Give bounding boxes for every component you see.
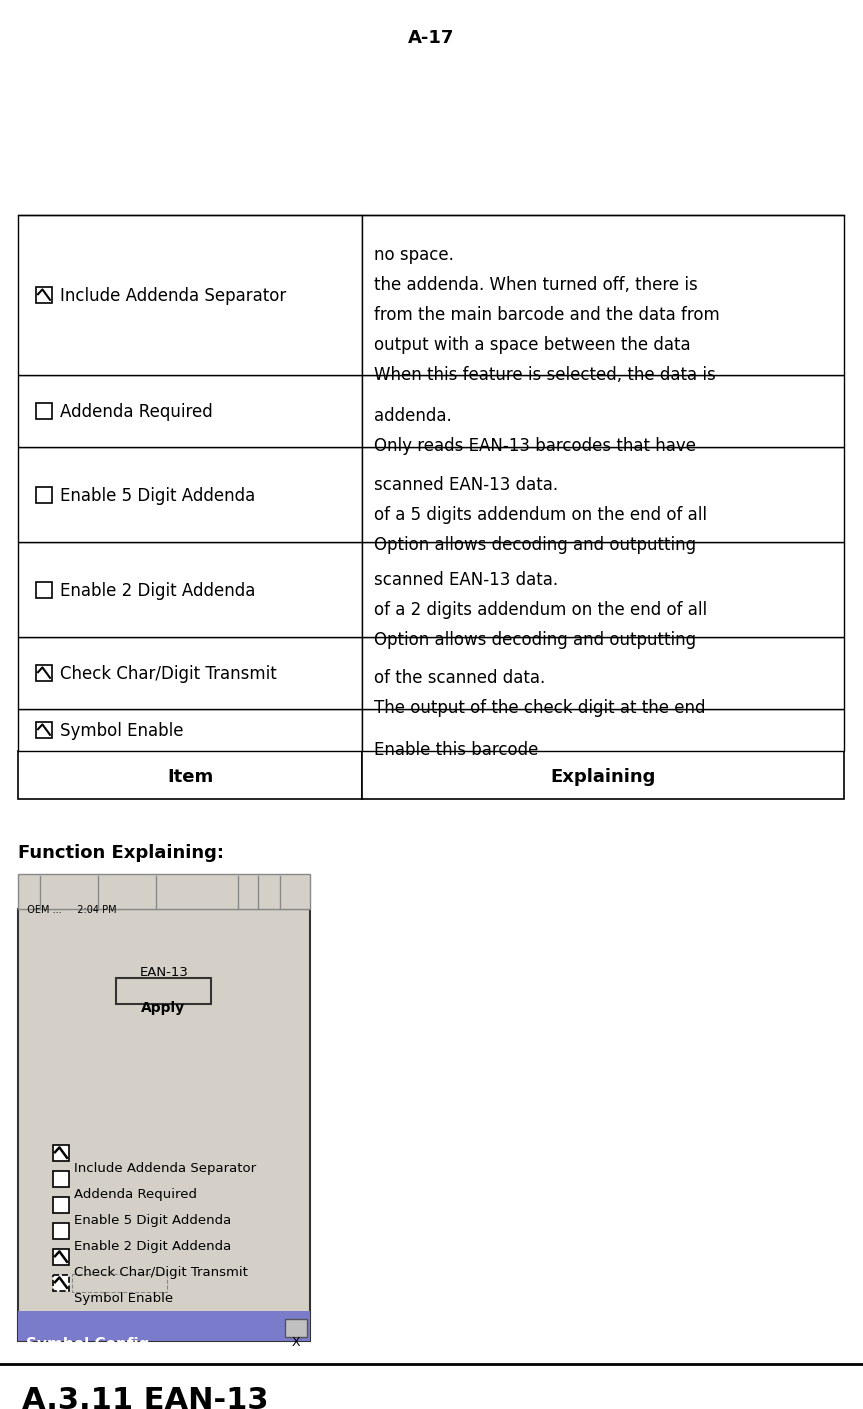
- Text: Symbol Config: Symbol Config: [26, 1337, 149, 1353]
- Text: Enable 5 Digit Addenda: Enable 5 Digit Addenda: [74, 1215, 231, 1227]
- Text: Option allows decoding and outputting: Option allows decoding and outputting: [374, 631, 696, 650]
- Text: Addenda Required: Addenda Required: [60, 403, 213, 421]
- Bar: [53, 1171, 69, 1186]
- Text: EAN-13: EAN-13: [140, 967, 188, 979]
- Bar: [53, 1198, 69, 1213]
- Text: Option allows decoding and outputting: Option allows decoding and outputting: [374, 535, 696, 554]
- Text: Enable 2 Digit Addenda: Enable 2 Digit Addenda: [60, 582, 255, 600]
- Text: A.3.11 EAN-13: A.3.11 EAN-13: [22, 1386, 268, 1409]
- Text: Include Addenda Separator: Include Addenda Separator: [60, 287, 287, 304]
- Bar: [116, 978, 211, 1005]
- Bar: [18, 909, 310, 1341]
- Bar: [36, 721, 52, 738]
- Text: Check Char/Digit Transmit: Check Char/Digit Transmit: [74, 1267, 248, 1279]
- Text: Function Explaining:: Function Explaining:: [18, 844, 224, 862]
- Bar: [362, 751, 844, 799]
- Bar: [36, 488, 52, 503]
- Bar: [53, 1248, 69, 1265]
- Text: Apply: Apply: [141, 1000, 185, 1014]
- Text: Include Addenda Separator: Include Addenda Separator: [74, 1162, 256, 1175]
- Text: Symbol Enable: Symbol Enable: [74, 1292, 173, 1305]
- Bar: [362, 447, 844, 542]
- Text: the addenda. When turned off, there is: the addenda. When turned off, there is: [374, 276, 698, 294]
- Bar: [36, 665, 52, 681]
- Bar: [18, 1310, 310, 1341]
- Bar: [18, 751, 362, 799]
- Bar: [53, 1275, 69, 1291]
- Text: When this feature is selected, the data is: When this feature is selected, the data …: [374, 366, 715, 385]
- Bar: [36, 403, 52, 418]
- Bar: [18, 542, 362, 637]
- Bar: [285, 1319, 307, 1337]
- Bar: [362, 637, 844, 709]
- Text: OEM ...     2:04 PM: OEM ... 2:04 PM: [21, 905, 117, 914]
- Text: A-17: A-17: [408, 30, 454, 46]
- Text: Symbol Enable: Symbol Enable: [60, 721, 184, 740]
- Bar: [36, 287, 52, 303]
- Text: Enable this barcode: Enable this barcode: [374, 741, 539, 759]
- Bar: [362, 709, 844, 751]
- Bar: [72, 1274, 167, 1292]
- Bar: [362, 542, 844, 637]
- Text: no space.: no space.: [374, 247, 454, 263]
- Bar: [362, 375, 844, 447]
- Text: addenda.: addenda.: [374, 407, 451, 426]
- Bar: [362, 216, 844, 375]
- Text: X: X: [292, 1336, 300, 1348]
- Bar: [18, 709, 362, 751]
- Text: from the main barcode and the data from: from the main barcode and the data from: [374, 306, 720, 324]
- Text: Enable 2 Digit Addenda: Enable 2 Digit Addenda: [74, 1240, 231, 1253]
- Bar: [18, 447, 362, 542]
- Text: Check Char/Digit Transmit: Check Char/Digit Transmit: [60, 665, 277, 683]
- Text: scanned EAN-13 data.: scanned EAN-13 data.: [374, 476, 558, 495]
- Text: of a 2 digits addendum on the end of all: of a 2 digits addendum on the end of all: [374, 602, 707, 619]
- Text: Item: Item: [167, 768, 213, 786]
- Text: of the scanned data.: of the scanned data.: [374, 669, 545, 688]
- Text: Explaining: Explaining: [551, 768, 656, 786]
- Text: scanned EAN-13 data.: scanned EAN-13 data.: [374, 571, 558, 589]
- Text: Addenda Required: Addenda Required: [74, 1188, 197, 1200]
- Text: The output of the check digit at the end: The output of the check digit at the end: [374, 699, 705, 717]
- Bar: [18, 375, 362, 447]
- Bar: [53, 1223, 69, 1239]
- Text: output with a space between the data: output with a space between the data: [374, 335, 690, 354]
- Text: of a 5 digits addendum on the end of all: of a 5 digits addendum on the end of all: [374, 506, 707, 524]
- Bar: [53, 1146, 69, 1161]
- Bar: [18, 874, 310, 909]
- Text: Only reads EAN-13 barcodes that have: Only reads EAN-13 barcodes that have: [374, 437, 696, 455]
- Bar: [36, 582, 52, 597]
- Text: Enable 5 Digit Addenda: Enable 5 Digit Addenda: [60, 488, 255, 504]
- Bar: [18, 637, 362, 709]
- Bar: [18, 216, 362, 375]
